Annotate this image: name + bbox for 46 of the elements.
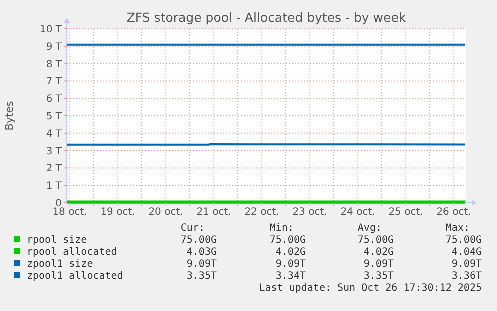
text: 75.00G [270,235,306,246]
text: Last update: Sun Oct 26 17:30:12 2025 [259,283,482,294]
y-tick-label: 9 T [46,42,63,53]
text: 9.09T [276,259,306,270]
text: 3.35T [364,271,394,282]
text: 3.36T [452,271,482,282]
y-tick-label: 3 T [46,146,63,158]
text: 4.02G [276,247,306,258]
x-tick-label: 25 oct. [388,207,424,218]
x-tick-label: 19 oct. [100,207,136,218]
x-tick-label: 24 oct. [340,207,376,218]
text: 75.00G [180,235,217,246]
y-tick-label: 4 T [46,128,63,140]
text: 75.00G [446,235,482,246]
text: 3.35T [186,271,217,282]
text: 75.00G [358,235,394,246]
text: Cur: [180,223,205,234]
x-tick-label: 26 oct. [436,207,472,218]
y-tick-label: 7 T [46,76,63,88]
y-tick-label: 8 T [46,59,63,70]
y-axis-title: Bytes [4,101,16,131]
x-tick-label: 18 oct. [52,207,88,218]
chart-title: ZFS storage pool - Allocated bytes - by week [126,10,407,25]
text: Min: [270,223,294,234]
text: 9.09T [186,259,217,270]
y-tick-label: 2 T [46,164,63,175]
text: 4.03G [186,247,217,258]
text: Avg: [358,223,382,234]
text: 3.34T [276,271,306,282]
x-tick-label: 21 oct. [196,207,232,218]
legend-label: zpool1 allocated [27,271,124,282]
x-tick-label: 23 oct. [292,207,328,218]
text: 4.02G [364,247,394,258]
y-tick-label: 5 T [46,112,63,122]
x-tick-label: 22 oct. [244,207,280,218]
legend-label: rpool size [27,235,88,246]
text: Max: [446,223,470,234]
text: 9.09T [364,259,394,270]
legend-label: rpool allocated [27,247,118,258]
legend-label: zpool1 size [27,259,94,270]
y-tick-label: 1 T [46,181,63,192]
x-tick-label: 20 oct. [148,207,184,218]
text: 4.04G [452,247,482,258]
y-tick-label: 6 T [46,94,63,106]
y-tick-label: 10 T [40,24,63,36]
text: 9.09T [452,259,482,270]
